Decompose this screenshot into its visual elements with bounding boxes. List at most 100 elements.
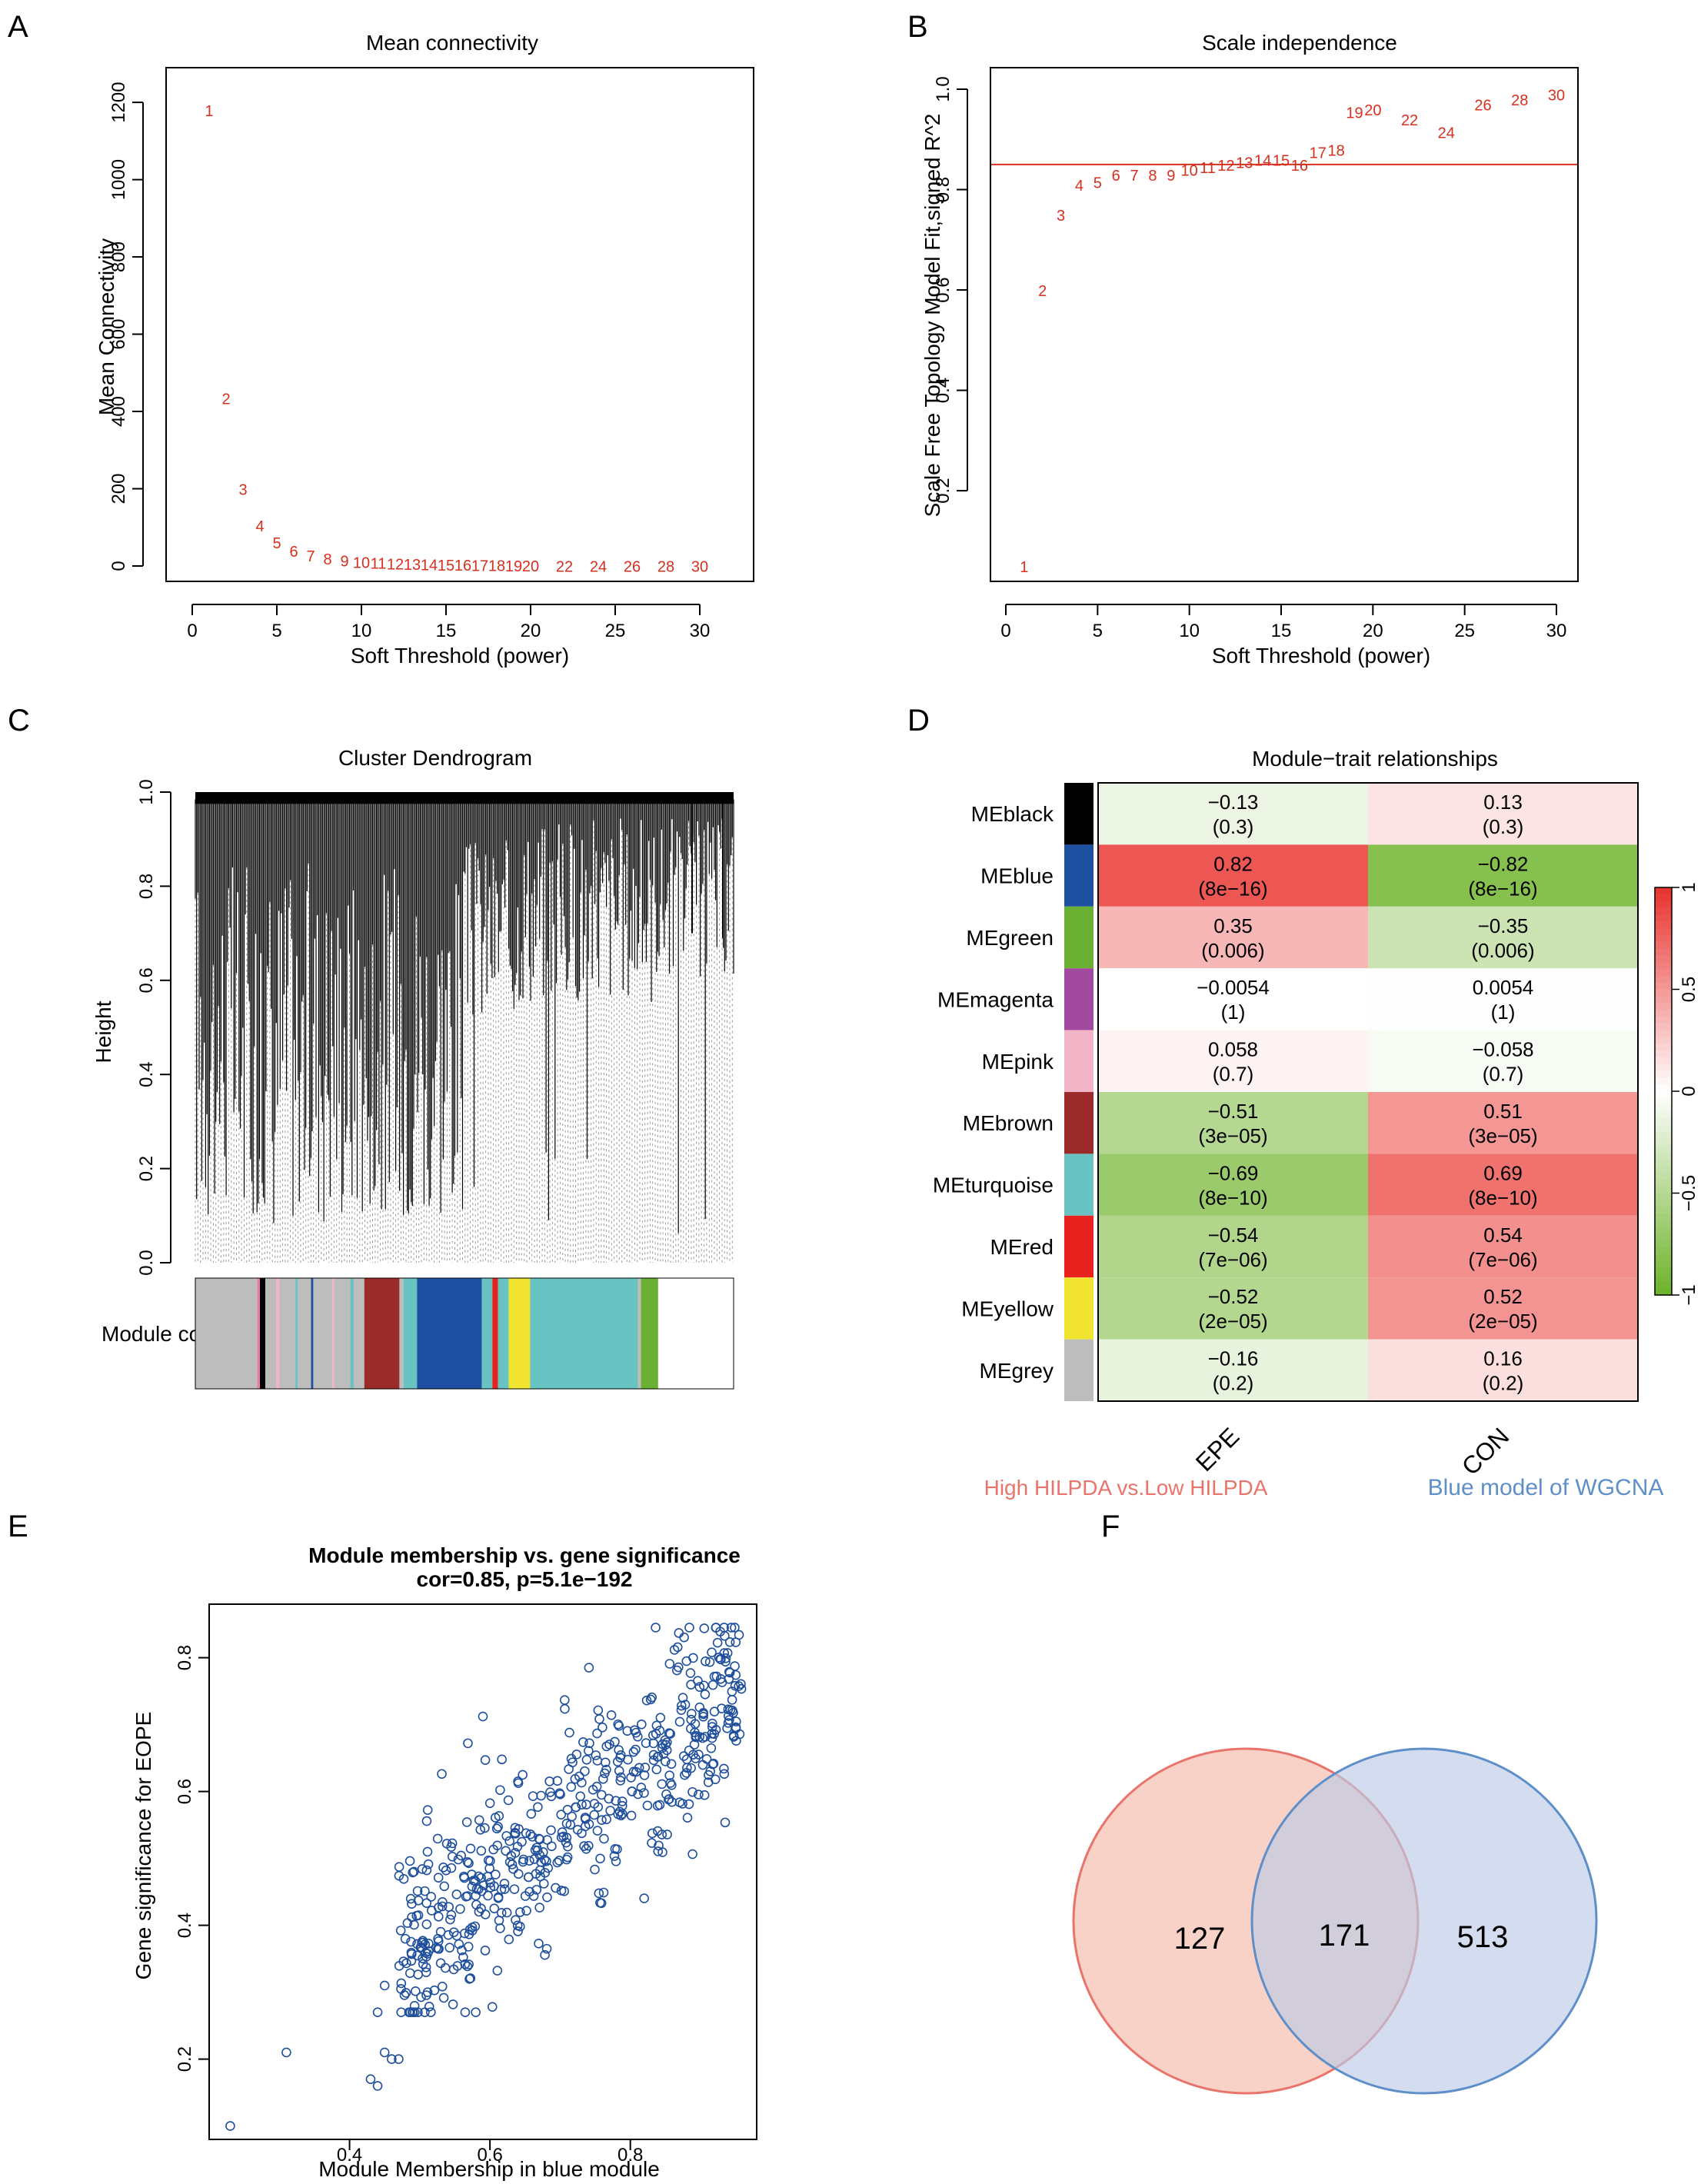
panel-a-point-label: 8 bbox=[323, 551, 331, 568]
panel-e-point bbox=[421, 1967, 431, 1977]
panel-a-point-label: 14 bbox=[421, 557, 438, 574]
panel-a-point-label: 18 bbox=[488, 558, 505, 575]
panel-d-cell-pvalue: (7e−06) bbox=[1198, 1248, 1267, 1271]
panel-e-point bbox=[484, 1798, 495, 1809]
panel-e-point bbox=[664, 1794, 674, 1805]
panel-e-point bbox=[534, 1849, 545, 1860]
panel-e-point bbox=[413, 1969, 423, 1979]
panel-c-module-segment bbox=[353, 1278, 365, 1389]
panel-a-x-tick-label: 10 bbox=[351, 621, 372, 641]
panel-e-x-tick-label: 0.8 bbox=[617, 2145, 643, 2166]
panel-e-point bbox=[429, 1985, 440, 1996]
panel-e-point bbox=[661, 1740, 671, 1750]
panel-e-point bbox=[402, 1918, 413, 1929]
panel-d-cell bbox=[1098, 1154, 1368, 1216]
panel-e-point bbox=[731, 1723, 741, 1733]
panel-e-title: Module membership vs. gene significance bbox=[308, 1543, 741, 1567]
panel-e-point bbox=[684, 1745, 694, 1756]
panel-e-point bbox=[720, 1817, 731, 1828]
panel-e-point bbox=[464, 1959, 474, 1969]
panel-d-colorbar-step bbox=[1655, 928, 1672, 936]
panel-a-point-label: 22 bbox=[556, 558, 573, 575]
panel-d-colorbar-step bbox=[1655, 1016, 1672, 1024]
panel-e-point bbox=[491, 1869, 501, 1879]
panel-a-x-tick-label: 20 bbox=[521, 621, 541, 641]
panel-d-colorbar-tick-label: 0.5 bbox=[1679, 977, 1699, 1002]
panel-e-point bbox=[421, 1865, 432, 1876]
panel-e-point bbox=[501, 1831, 512, 1841]
panel-e-point bbox=[528, 1791, 538, 1801]
panel-e-point bbox=[628, 1746, 639, 1757]
panel-e-point bbox=[598, 1774, 608, 1784]
panel-e-point bbox=[706, 1743, 717, 1753]
panel-e-point bbox=[538, 1879, 549, 1889]
panel-e-point bbox=[626, 1773, 636, 1783]
panel-e-point bbox=[571, 1802, 581, 1813]
panel-c-module-segment bbox=[298, 1278, 311, 1389]
panel-e-point bbox=[684, 1799, 694, 1809]
panel-d-cell-value: −0.52 bbox=[1208, 1285, 1259, 1308]
panel-e-point bbox=[614, 1745, 624, 1755]
panel-d-column-label: EPE bbox=[1190, 1422, 1245, 1477]
panel-e-point bbox=[694, 1702, 705, 1713]
panel-a-x-tick-label: 5 bbox=[271, 621, 281, 641]
panel-e-point bbox=[524, 1886, 534, 1897]
panel-e-point bbox=[700, 1689, 711, 1700]
panel-e-point bbox=[639, 1770, 650, 1780]
panel-b-y-tick-label: 1.0 bbox=[933, 76, 954, 102]
panel-e-point bbox=[640, 1763, 651, 1773]
panel-e-point bbox=[617, 1809, 627, 1819]
panel-e-point bbox=[421, 1990, 431, 2000]
panel-e-point bbox=[494, 1811, 504, 1821]
panel-d-cell-pvalue: (7e−06) bbox=[1468, 1248, 1537, 1271]
panel-e-point bbox=[387, 2054, 397, 2064]
panel-e-point bbox=[724, 1674, 734, 1684]
panel-e-point bbox=[669, 1645, 680, 1655]
panel-e-point bbox=[511, 1829, 521, 1839]
panel-e-point bbox=[592, 1826, 603, 1836]
panel-d-cell-value: 0.058 bbox=[1208, 1038, 1258, 1061]
panel-d-cell-pvalue: (0.7) bbox=[1483, 1063, 1523, 1086]
panel-e-point bbox=[501, 1846, 511, 1856]
panel-a-point-label: 15 bbox=[438, 558, 454, 574]
panel-e-point bbox=[395, 1926, 406, 1936]
panel-d-colorbar-step bbox=[1655, 901, 1672, 909]
panel-e-point bbox=[503, 1795, 514, 1806]
panel-e-point bbox=[568, 1757, 578, 1768]
panel-d-cell-pvalue: (2e−05) bbox=[1198, 1310, 1267, 1333]
panel-e-point bbox=[680, 1770, 690, 1780]
panel-e-point bbox=[686, 1763, 696, 1773]
panel-d-module-swatch bbox=[1064, 1154, 1094, 1216]
panel-e-point bbox=[533, 1802, 543, 1813]
panel-e-point bbox=[653, 1826, 663, 1836]
panel-d-colorbar-step bbox=[1655, 1050, 1672, 1058]
panel-d-cell bbox=[1368, 968, 1638, 1030]
panel-a-y-tick-label: 1200 bbox=[108, 82, 129, 122]
panel-d-cell bbox=[1368, 1092, 1638, 1154]
panel-d-cell bbox=[1098, 1030, 1368, 1092]
panel-a-point-label: 12 bbox=[387, 556, 404, 573]
panel-e-point bbox=[655, 1713, 666, 1723]
panel-c-ylabel: Height bbox=[92, 1000, 115, 1063]
panel-e-point bbox=[709, 1706, 720, 1716]
panel-d-cell-value: −0.058 bbox=[1472, 1038, 1533, 1061]
panel-b-point-label: 12 bbox=[1217, 158, 1234, 175]
panel-e-point bbox=[464, 1974, 474, 1984]
panel-d-colorbar-step bbox=[1655, 1186, 1672, 1194]
panel-e-point bbox=[612, 1844, 622, 1854]
panel-e-point bbox=[606, 1710, 617, 1720]
venn-right-label: Blue model of WGCNA bbox=[1428, 1475, 1664, 1500]
panel-c-y-tick-label: 1.0 bbox=[136, 779, 157, 804]
panel-e-point bbox=[719, 1763, 729, 1774]
panel-e-point bbox=[454, 1939, 464, 1949]
panel-d-cell-value: −0.54 bbox=[1208, 1224, 1259, 1247]
panel-a-y-tick-label: 400 bbox=[108, 396, 129, 427]
panel-e-point bbox=[420, 1886, 430, 1896]
panel-b-point-label: 18 bbox=[1327, 142, 1344, 159]
panel-e-point bbox=[647, 1828, 657, 1839]
panel-c-module-segment bbox=[350, 1278, 355, 1389]
panel-e-point bbox=[580, 1813, 591, 1823]
panel-d-cell bbox=[1098, 1277, 1368, 1340]
panel-a-y-tick-label: 0 bbox=[108, 561, 129, 571]
panel-f-venn-diagram: High HILPDA vs.Low HILPDA Blue model of … bbox=[984, 1475, 1664, 2095]
